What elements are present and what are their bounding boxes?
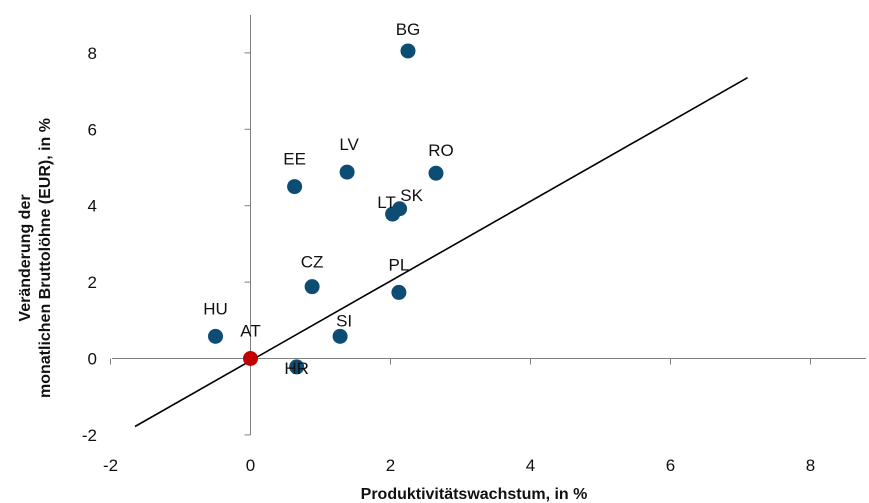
data-point xyxy=(400,43,416,59)
data-point xyxy=(391,284,407,300)
point-label: BG xyxy=(396,20,421,39)
y-tick-label: 8 xyxy=(88,44,97,63)
data-point xyxy=(304,279,320,295)
data-point xyxy=(385,206,401,222)
highlight-point xyxy=(243,351,258,366)
x-tick-label: 0 xyxy=(246,456,255,475)
y-tick-label: 2 xyxy=(88,273,97,292)
point-label: EE xyxy=(283,150,306,169)
point-label: HU xyxy=(203,299,228,318)
data-point xyxy=(428,165,444,181)
data-point xyxy=(332,328,348,344)
trendline xyxy=(134,77,748,428)
x-axis-title: Produktivitätswachstum, in % xyxy=(361,486,588,503)
x-tick-labels: -2 0 2 4 6 8 xyxy=(103,456,815,475)
point-label: LT xyxy=(377,193,396,212)
point-label: PL xyxy=(389,255,410,274)
y-tick-label: 4 xyxy=(88,197,97,216)
data-point xyxy=(339,164,355,180)
x-tick-label: 8 xyxy=(806,456,815,475)
point-label: AT xyxy=(240,322,260,341)
y-axis-title-line2: monatlichen Bruttolöhne (EUR), in % xyxy=(37,118,54,398)
point-label: HR xyxy=(284,359,309,378)
y-axis-title-line1: Veränderung der xyxy=(17,194,34,321)
data-point xyxy=(289,359,305,375)
point-label: CZ xyxy=(301,253,324,272)
x-tick-label: 2 xyxy=(386,456,395,475)
point-label: LV xyxy=(339,135,359,154)
y-tick-labels: -2 0 2 4 6 8 xyxy=(82,44,97,445)
x-tick-label: 6 xyxy=(666,456,675,475)
trendline-group xyxy=(134,77,748,428)
x-tick-label: 4 xyxy=(526,456,535,475)
y-tick-label: 6 xyxy=(88,120,97,139)
data-point xyxy=(208,328,223,344)
y-tick-label: 0 xyxy=(88,350,97,369)
point-label: SK xyxy=(400,186,423,205)
data-point xyxy=(287,179,303,195)
data-points xyxy=(208,43,444,375)
x-tick-label: -2 xyxy=(103,456,118,475)
y-tick-label: -2 xyxy=(82,426,97,445)
point-label: SI xyxy=(336,311,352,330)
point-label: RO xyxy=(428,141,454,160)
